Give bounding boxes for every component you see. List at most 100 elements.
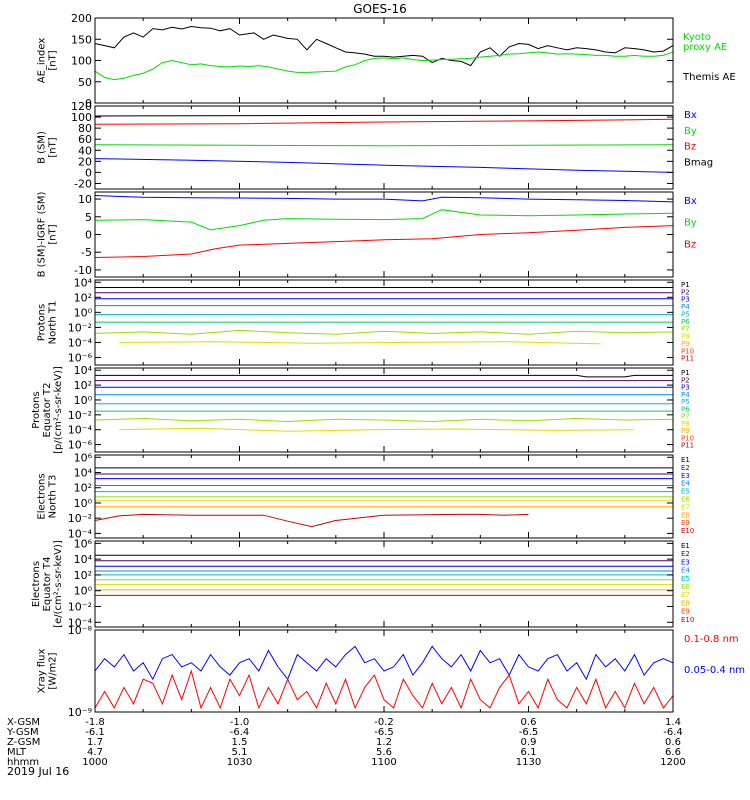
series-line-kyoto-proxy-ae bbox=[95, 51, 673, 81]
y-axis-label: [nT] bbox=[48, 137, 59, 157]
y-tick-label: -10 bbox=[74, 264, 92, 277]
y-axis-label: [W/m2] bbox=[48, 652, 59, 689]
y-axis-label: Electrons bbox=[31, 561, 42, 607]
legend-label: P4 bbox=[681, 303, 690, 311]
series-line-themis-ae bbox=[95, 25, 673, 67]
x-axis-row-label: X-GSM bbox=[7, 717, 40, 728]
x-axis-tick-label: -6.4 bbox=[663, 727, 683, 738]
legend-label: Themis AE bbox=[682, 72, 736, 83]
legend-label: E8 bbox=[681, 511, 690, 519]
x-axis-row-label: hhmm bbox=[7, 757, 39, 768]
y-tick-label: 10⁰ bbox=[74, 497, 93, 510]
y-tick-label: 10⁻⁴ bbox=[68, 424, 93, 437]
legend-label: P11 bbox=[681, 355, 694, 363]
y-tick-label: 10⁻⁴ bbox=[68, 336, 93, 349]
panel-frame bbox=[94, 191, 674, 278]
y-axis-label: Xray flux bbox=[37, 649, 48, 694]
legend-label: E6 bbox=[681, 496, 690, 504]
panel-8: 10⁻⁸ 10⁻⁹ Xray flux [W/m2] 0.1-0.8 nm 0.05-0.… bbox=[37, 624, 746, 719]
legend-label: P4 bbox=[681, 391, 690, 399]
legend-label: E2 bbox=[681, 464, 690, 472]
legend-label: P5 bbox=[681, 310, 690, 318]
x-axis-tick-label: -6.1 bbox=[85, 727, 105, 738]
y-tick-label: 10² bbox=[74, 482, 92, 495]
legend-label: Kyoto bbox=[683, 32, 711, 43]
x-axis-tick-label: -6.4 bbox=[230, 727, 250, 738]
panel-frame bbox=[94, 17, 674, 104]
y-axis-label: B (SM) bbox=[37, 131, 48, 164]
x-axis-tick-label: 5.1 bbox=[232, 747, 248, 758]
y-tick-label: 10² bbox=[74, 569, 92, 582]
x-axis-row-label: Y-GSM bbox=[6, 727, 39, 738]
legend-label: P2 bbox=[681, 288, 690, 296]
y-tick-label: 5 bbox=[85, 211, 92, 224]
y-axis-label: Equator T2 bbox=[42, 383, 53, 438]
legend-label: E9 bbox=[681, 519, 690, 527]
legend-label: P11 bbox=[681, 442, 694, 450]
y-tick-label: 10⁻² bbox=[68, 600, 92, 613]
legend-label: E6 bbox=[681, 583, 690, 591]
date-label: 2019 Jul 16 bbox=[7, 765, 70, 778]
legend-label: P10 bbox=[681, 347, 694, 355]
legend-label: P5 bbox=[681, 398, 690, 406]
legend-label: E9 bbox=[681, 608, 690, 616]
legend-label: Bx bbox=[684, 196, 697, 207]
y-tick-label: 10⁻⁹ bbox=[68, 706, 92, 719]
y-tick-label: 10⁻⁶ bbox=[68, 351, 93, 364]
x-axis-tick-label: 4.7 bbox=[87, 747, 103, 758]
panel-3: -10 -5 0 5 10 B (SM)-IGRF (SM) [nT] Bx By Bz bbox=[37, 191, 697, 278]
legend-label: E10 bbox=[681, 527, 694, 535]
y-axis-label: North T3 bbox=[48, 475, 59, 519]
x-axis-tick-label: 6.6 bbox=[665, 747, 681, 758]
y-axis-label: [p/(cm²-s-sr-keV)] bbox=[53, 366, 64, 454]
y-tick-label: 10² bbox=[74, 291, 92, 304]
legend-label: P3 bbox=[681, 296, 690, 304]
y-axis-label: Electrons bbox=[37, 473, 48, 519]
y-axis-label: [nT] bbox=[48, 50, 59, 70]
legend-label: E7 bbox=[681, 591, 690, 599]
panel-7: 10⁶ 10⁴ 10² 10⁰ 10⁻² 10⁻⁴ Electrons Equator T4[… bbox=[31, 537, 694, 629]
legend-label: P10 bbox=[681, 434, 694, 442]
series-line-p8 bbox=[119, 341, 601, 345]
x-axis-tick-label: 0.9 bbox=[521, 737, 537, 748]
y-tick-label: 10⁴ bbox=[74, 276, 93, 289]
x-axis-row-label: Z-GSM bbox=[7, 737, 40, 748]
x-axis-tick-label: 1.7 bbox=[87, 737, 103, 748]
legend-label: E5 bbox=[681, 488, 690, 496]
legend-label: Bz bbox=[684, 142, 696, 153]
y-tick-label: 10⁰ bbox=[74, 394, 93, 407]
legend-label: E4 bbox=[681, 480, 690, 488]
x-axis-tick-label: 5.6 bbox=[376, 747, 392, 758]
legend-label: 0.05-0.4 nm bbox=[684, 665, 745, 676]
series-line-p7 bbox=[95, 417, 673, 423]
legend-label: By bbox=[684, 126, 697, 137]
y-tick-label: 10⁻² bbox=[68, 512, 92, 525]
legend-label: E8 bbox=[681, 599, 690, 607]
x-axis-tick-label: 1200 bbox=[660, 757, 685, 768]
series-line-bx bbox=[95, 158, 673, 173]
legend-label: P2 bbox=[681, 376, 690, 384]
legend-label: P7 bbox=[681, 325, 690, 333]
legend-label: P7 bbox=[681, 413, 690, 421]
x-axis-tick-label: 0.6 bbox=[521, 717, 537, 728]
y-tick-label: 10⁻² bbox=[68, 321, 92, 334]
y-tick-label: 10⁻⁴ bbox=[68, 527, 93, 540]
series-line-p8 bbox=[119, 427, 635, 432]
series-line-bx bbox=[95, 195, 673, 203]
x-axis-row-label: MLT bbox=[7, 747, 27, 758]
x-axis-tick-label: 1.4 bbox=[665, 717, 681, 728]
legend-label: E5 bbox=[681, 575, 690, 583]
legend-label: E4 bbox=[681, 567, 690, 575]
legend-label: P1 bbox=[681, 369, 690, 377]
y-tick-label: 10 bbox=[78, 193, 92, 206]
y-axis-label: North T1 bbox=[48, 301, 59, 345]
legend-label: P1 bbox=[681, 281, 690, 289]
series-line-bz bbox=[95, 118, 673, 125]
y-tick-label: 10⁻⁶ bbox=[68, 439, 93, 452]
y-tick-label: 10⁴ bbox=[74, 553, 93, 566]
panel-frame bbox=[94, 105, 674, 190]
legend-label: E10 bbox=[681, 616, 694, 624]
